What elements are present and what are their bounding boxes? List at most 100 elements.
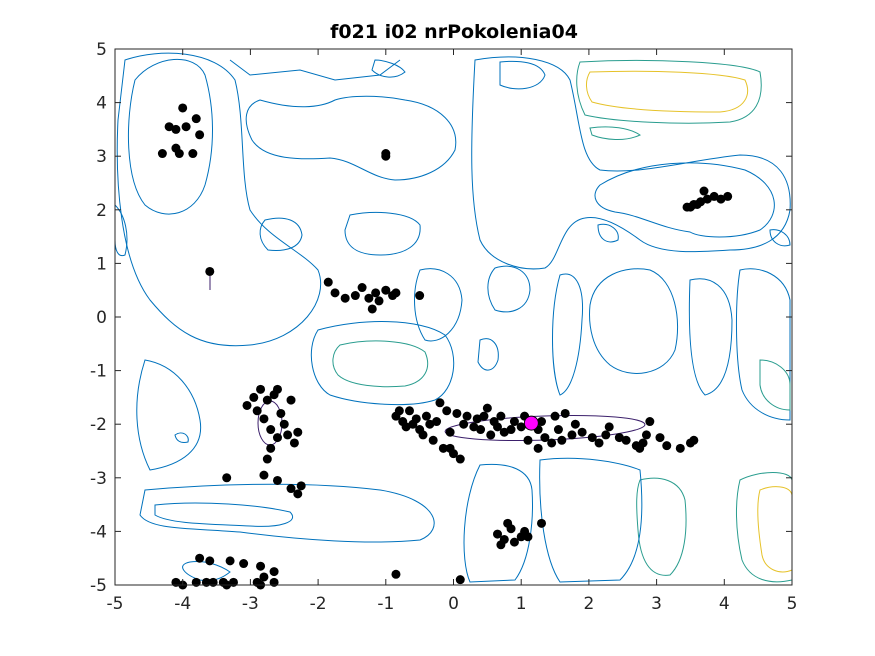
contour-line	[736, 472, 793, 583]
population-point	[479, 411, 489, 421]
population-point	[537, 417, 547, 427]
contour-line	[310, 321, 455, 406]
contour-line	[139, 483, 435, 543]
population-point	[276, 408, 286, 418]
y-tick-label: 3	[96, 147, 107, 167]
contour-line	[344, 211, 421, 256]
x-tick-label: 0	[448, 594, 459, 614]
population-point	[496, 540, 506, 550]
population-point	[195, 553, 205, 563]
population-point	[181, 122, 191, 132]
population-point	[415, 291, 425, 301]
contour-line	[769, 229, 791, 247]
contour-line	[174, 432, 189, 443]
population-point	[259, 414, 269, 424]
population-point	[418, 430, 428, 440]
population-point	[272, 384, 282, 394]
population-point	[506, 524, 516, 534]
contour-line	[371, 59, 406, 78]
population-point	[723, 191, 733, 201]
population-point	[371, 288, 381, 298]
population-point	[496, 411, 506, 421]
contour-line	[229, 59, 401, 81]
population-point	[438, 443, 448, 453]
contour-line	[597, 223, 619, 243]
contour-line	[487, 265, 531, 313]
population-point	[367, 304, 377, 314]
population-point	[459, 419, 469, 429]
population-point	[587, 433, 597, 443]
population-point	[391, 569, 401, 579]
population-point	[570, 419, 580, 429]
population-point	[272, 433, 282, 443]
population-point	[401, 422, 411, 432]
y-tick-label: 1	[96, 254, 107, 274]
population-point	[283, 430, 293, 440]
population-point	[330, 288, 340, 298]
y-tick-label: 0	[96, 308, 107, 328]
population-point	[239, 559, 249, 569]
population-point	[262, 395, 272, 405]
y-tick-label: -5	[90, 576, 107, 596]
population-point	[266, 443, 276, 453]
population-point	[296, 481, 306, 491]
population-point	[455, 575, 465, 585]
population-point	[340, 293, 350, 303]
population-point	[482, 403, 492, 413]
population-point	[557, 435, 567, 445]
population-point	[641, 430, 651, 440]
population-point	[709, 191, 719, 201]
population-point	[394, 406, 404, 416]
population-point	[252, 406, 262, 416]
population-point	[391, 288, 401, 298]
population-point	[547, 438, 557, 448]
population-point	[472, 414, 482, 424]
contour-line	[589, 268, 678, 374]
contour-line	[414, 268, 463, 342]
population-point	[286, 395, 296, 405]
contour-line	[127, 59, 213, 215]
population-point	[445, 427, 455, 437]
population-point	[516, 422, 526, 432]
population-point	[655, 433, 665, 443]
population-point	[425, 419, 435, 429]
y-tick-label: 2	[96, 201, 107, 221]
x-tick-label: 3	[651, 594, 662, 614]
population-point	[259, 572, 269, 582]
y-tick-label: -1	[90, 362, 107, 382]
population-point	[435, 398, 445, 408]
y-tick-label: 5	[96, 40, 107, 60]
population-point	[191, 114, 201, 124]
population-point	[381, 285, 391, 295]
best-point	[523, 415, 539, 431]
population-point	[421, 411, 431, 421]
population-point	[675, 443, 685, 453]
x-tick-label: -2	[310, 594, 327, 614]
population-point	[266, 425, 276, 435]
population-point	[689, 435, 699, 445]
population-point	[442, 406, 452, 416]
population-point	[205, 556, 215, 566]
contour-line	[759, 359, 791, 411]
contour-line	[245, 95, 457, 181]
population-point	[469, 422, 479, 432]
population-point	[550, 411, 560, 421]
population-point	[560, 408, 570, 418]
contour-line	[735, 268, 791, 421]
population-point	[645, 417, 655, 427]
population-point	[404, 406, 414, 416]
population-point	[411, 414, 421, 424]
contour-line	[636, 477, 687, 576]
population-point	[357, 283, 367, 293]
population-point	[249, 392, 259, 402]
contour-line	[576, 59, 762, 124]
population-point	[293, 427, 303, 437]
contour-lines	[114, 52, 793, 583]
population-point	[374, 296, 384, 306]
contour-line	[259, 217, 303, 251]
population-point	[567, 430, 577, 440]
population-point	[553, 425, 563, 435]
population-point	[259, 470, 269, 480]
population-point	[289, 438, 299, 448]
